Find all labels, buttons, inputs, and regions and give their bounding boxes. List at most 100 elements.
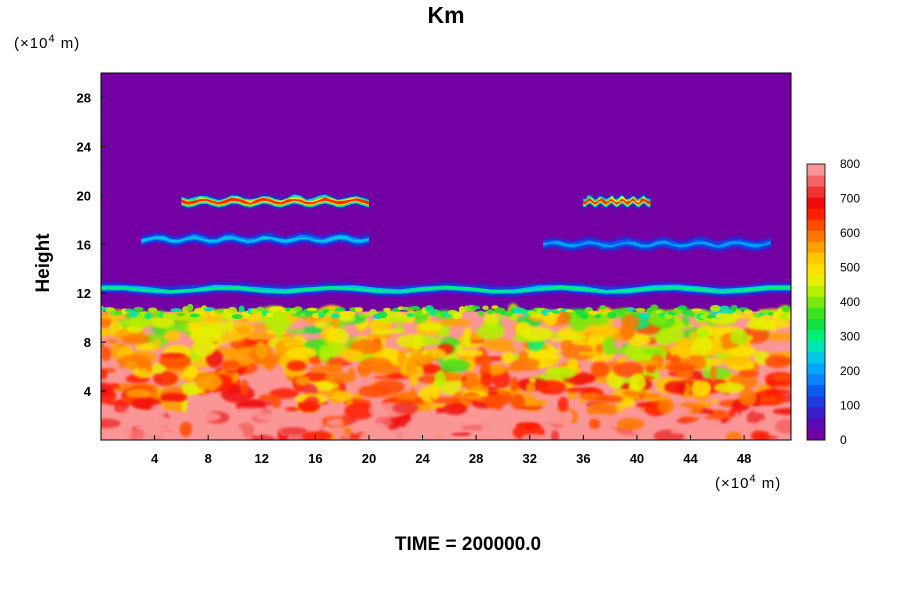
- x-tick-label: 12: [255, 451, 269, 466]
- layer-cell: [565, 333, 587, 341]
- layer-cell: [521, 326, 554, 341]
- layer-cell: [509, 376, 519, 392]
- colorbar-swatch: [807, 428, 825, 441]
- colorbar-swatch: [807, 318, 825, 331]
- layer-fringe: [293, 306, 303, 312]
- layer-cell: [443, 402, 468, 415]
- layer-cell: [341, 349, 364, 362]
- layer-cell: [135, 341, 157, 352]
- layer-cell: [256, 413, 281, 421]
- layer-cell: [463, 332, 471, 349]
- colorbar-swatch: [807, 384, 825, 397]
- layer-cell: [771, 373, 791, 382]
- layer-fringe: [203, 307, 215, 312]
- layer-cell: [480, 372, 494, 387]
- layer-cell: [590, 413, 611, 419]
- layer-cell: [697, 428, 725, 434]
- layer-cell: [578, 398, 587, 404]
- layer-fringe: [588, 310, 599, 316]
- layer-cell: [685, 436, 697, 440]
- layer-cell: [152, 362, 166, 374]
- layer-cell: [221, 360, 241, 369]
- layer-cell: [567, 358, 579, 371]
- layer-cell: [541, 409, 563, 423]
- layer-cell: [295, 375, 311, 386]
- colorbar-label: 300: [840, 330, 860, 344]
- layer-fringe: [265, 312, 274, 318]
- layer-cell: [153, 338, 161, 351]
- layer-fringe: [176, 312, 185, 317]
- layer-cell: [733, 412, 741, 429]
- layer-cell: [396, 323, 403, 333]
- x-tick-label: 44: [683, 451, 698, 466]
- layer-cell: [542, 432, 552, 437]
- layer-cell: [564, 387, 598, 393]
- layer-fringe: [580, 314, 588, 320]
- layer-cell: [150, 403, 166, 420]
- layer-cell: [163, 330, 181, 342]
- layer-cell: [473, 354, 493, 367]
- layer-cell: [101, 431, 120, 440]
- layer-cell: [510, 394, 526, 410]
- layer-cell: [286, 360, 307, 372]
- layer-cell: [323, 372, 357, 384]
- layer-cell: [378, 316, 413, 323]
- layer-cell: [464, 393, 482, 401]
- colorbar-swatch: [807, 329, 825, 342]
- layer-fringe: [410, 305, 420, 310]
- layer-fringe: [231, 314, 243, 320]
- layer-cell: [361, 357, 392, 369]
- layer-cell: [602, 337, 616, 355]
- layer-cell: [550, 430, 560, 440]
- layer-cell: [642, 393, 662, 402]
- x-tick-label: 36: [576, 451, 590, 466]
- layer-cell: [725, 431, 743, 440]
- layer-fringe: [299, 313, 306, 317]
- layer-cell: [180, 398, 188, 413]
- colorbar-swatch: [807, 186, 825, 198]
- layer-cell: [159, 353, 186, 359]
- band-contour: [583, 198, 651, 205]
- turbulence-band: [141, 231, 369, 248]
- layer-fringe: [575, 309, 583, 316]
- layer-cell: [642, 421, 655, 428]
- colorbar-swatch: [807, 219, 825, 231]
- layer-cell: [432, 387, 439, 400]
- layer-cell: [110, 383, 120, 389]
- layer-cell: [457, 379, 483, 387]
- layer-fringe: [706, 315, 715, 319]
- layer-fringe: [238, 305, 245, 313]
- turbulence-band: [181, 192, 369, 210]
- colorbar-swatch: [807, 285, 825, 297]
- layer-cell: [560, 424, 578, 440]
- colorbar-swatch: [807, 274, 825, 286]
- layer-cell: [298, 400, 319, 413]
- band-contour: [101, 285, 791, 293]
- layer-fringe: [594, 314, 602, 319]
- y-tick-label: 12: [77, 286, 91, 301]
- layer-cell: [325, 325, 340, 343]
- layer-fringe: [629, 312, 642, 317]
- layer-cell: [690, 380, 711, 397]
- layer-cell: [237, 347, 254, 353]
- layer-cell: [181, 382, 200, 396]
- layer-cell: [588, 418, 601, 430]
- layer-cell: [549, 337, 570, 342]
- layer-fringe: [139, 311, 147, 315]
- colorbar-swatch: [807, 406, 825, 419]
- layer-cell: [713, 382, 746, 394]
- layer-cell: [600, 394, 610, 401]
- layer-cell: [101, 368, 108, 380]
- layer-cell: [243, 410, 259, 415]
- x-tick-label: 20: [362, 451, 376, 466]
- layer-cell: [758, 396, 780, 403]
- layer-cell: [729, 329, 749, 345]
- layer-cell: [545, 367, 576, 380]
- y-tick-label: 8: [84, 335, 91, 350]
- layer-fringe: [504, 310, 514, 317]
- layer-cell: [139, 368, 149, 376]
- colorbar-swatch: [807, 197, 825, 209]
- layer-cell: [254, 425, 262, 436]
- layer-cell: [438, 318, 472, 327]
